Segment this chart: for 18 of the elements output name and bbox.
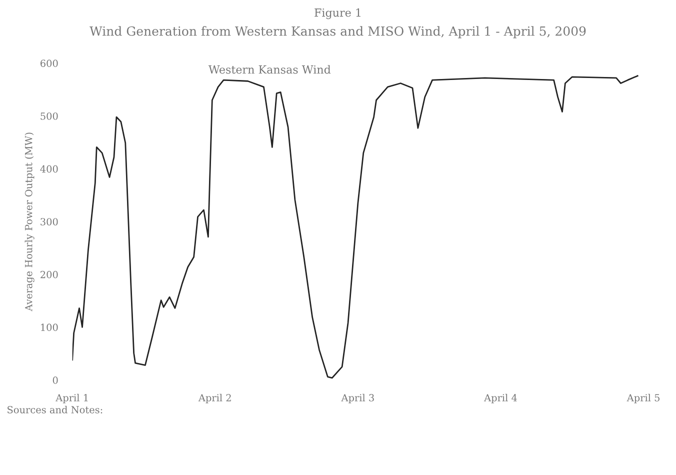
line-series [72, 75, 638, 379]
chart-subtitle: Wind Generation from Western Kansas and MISO Wind, April 1 - April 5, 2009 [90, 26, 586, 38]
y-axis-title: Average Hourly Power Output (MW) [24, 132, 34, 312]
y-tick-label: 100 [41, 324, 58, 332]
x-tick-label: April 2 [198, 394, 231, 404]
x-tick-label: April 3 [341, 394, 374, 404]
y-tick-label: 0 [52, 376, 58, 384]
x-tick-label: April 5 [626, 394, 660, 404]
x-tick-label: April 4 [484, 394, 517, 404]
y-tick-label: 400 [40, 165, 58, 173]
chart-title: Figure 1 [314, 8, 360, 20]
y-tick-label: 600 [40, 60, 58, 68]
source-note: Sources and Notes: [8, 406, 102, 414]
series-label: Western Kansas Wind [208, 65, 331, 74]
y-tick-label: 200 [40, 270, 58, 278]
y-tick-label: 500 [40, 112, 58, 120]
y-tick-label: 300 [40, 218, 58, 226]
x-tick-label: April 1 [56, 394, 88, 404]
